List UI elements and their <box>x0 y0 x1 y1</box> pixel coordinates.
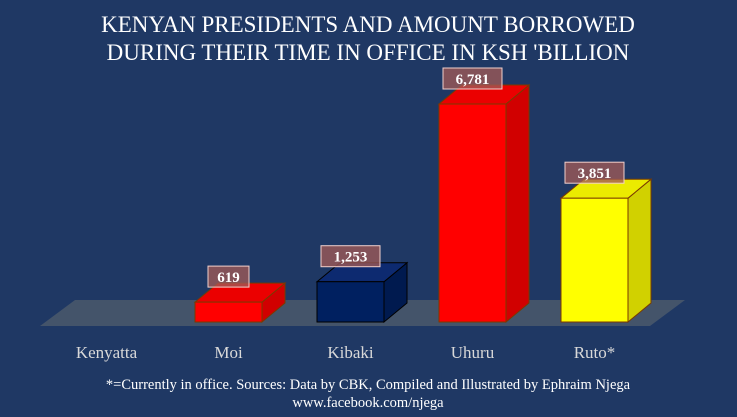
bar-front-moi <box>194 301 263 323</box>
footer-note: *=Currently in office. Sources: Data by … <box>106 377 631 393</box>
category-label-kenyatta: Kenyatta <box>76 343 138 362</box>
data-label-text-moi: 619 <box>217 270 240 286</box>
bar-front-uhuru <box>438 103 507 323</box>
category-label-uhuru: Uhuru <box>451 343 495 362</box>
bar-moi <box>193 282 287 324</box>
category-labels-group: Kenyatta Moi Kibaki Uhuru Ruto* <box>76 343 615 362</box>
data-label-text-ruto: 3,851 <box>578 166 612 182</box>
data-label-box-kibaki <box>320 245 381 268</box>
bar-front-kibaki <box>316 281 385 323</box>
footer-link: www.facebook.com/njega <box>292 395 444 411</box>
data-label-kibaki: 1,253 <box>320 245 381 268</box>
data-label-moi: 619 <box>207 265 250 288</box>
data-label-box-ruto <box>564 161 625 184</box>
bar-side-ruto <box>627 178 652 324</box>
data-label-uhuru: 6,781 <box>442 67 503 90</box>
bar-side-uhuru <box>505 83 530 324</box>
data-label-ruto: 3,851 <box>564 161 625 184</box>
bar-uhuru <box>437 83 531 324</box>
category-label-ruto: Ruto* <box>574 343 616 362</box>
bars-group <box>193 83 653 324</box>
chart-title-line1: KENYAN PRESIDENTS AND AMOUNT BORROWED <box>101 12 635 37</box>
category-label-kibaki: Kibaki <box>327 343 374 362</box>
data-label-text-uhuru: 6,781 <box>456 72 490 88</box>
data-label-box-uhuru <box>442 67 503 90</box>
data-label-box-moi <box>207 265 250 288</box>
category-label-moi: Moi <box>214 343 243 362</box>
data-label-text-kibaki: 1,253 <box>334 250 368 266</box>
bar-front-ruto <box>560 197 629 323</box>
chart-title-line2: DURING THEIR TIME IN OFFICE IN KSH 'BILL… <box>107 40 630 65</box>
bar-ruto <box>559 178 653 324</box>
data-labels-group: 619 1,253 6,781 3,851 <box>207 67 625 288</box>
bar-kibaki <box>315 261 409 324</box>
